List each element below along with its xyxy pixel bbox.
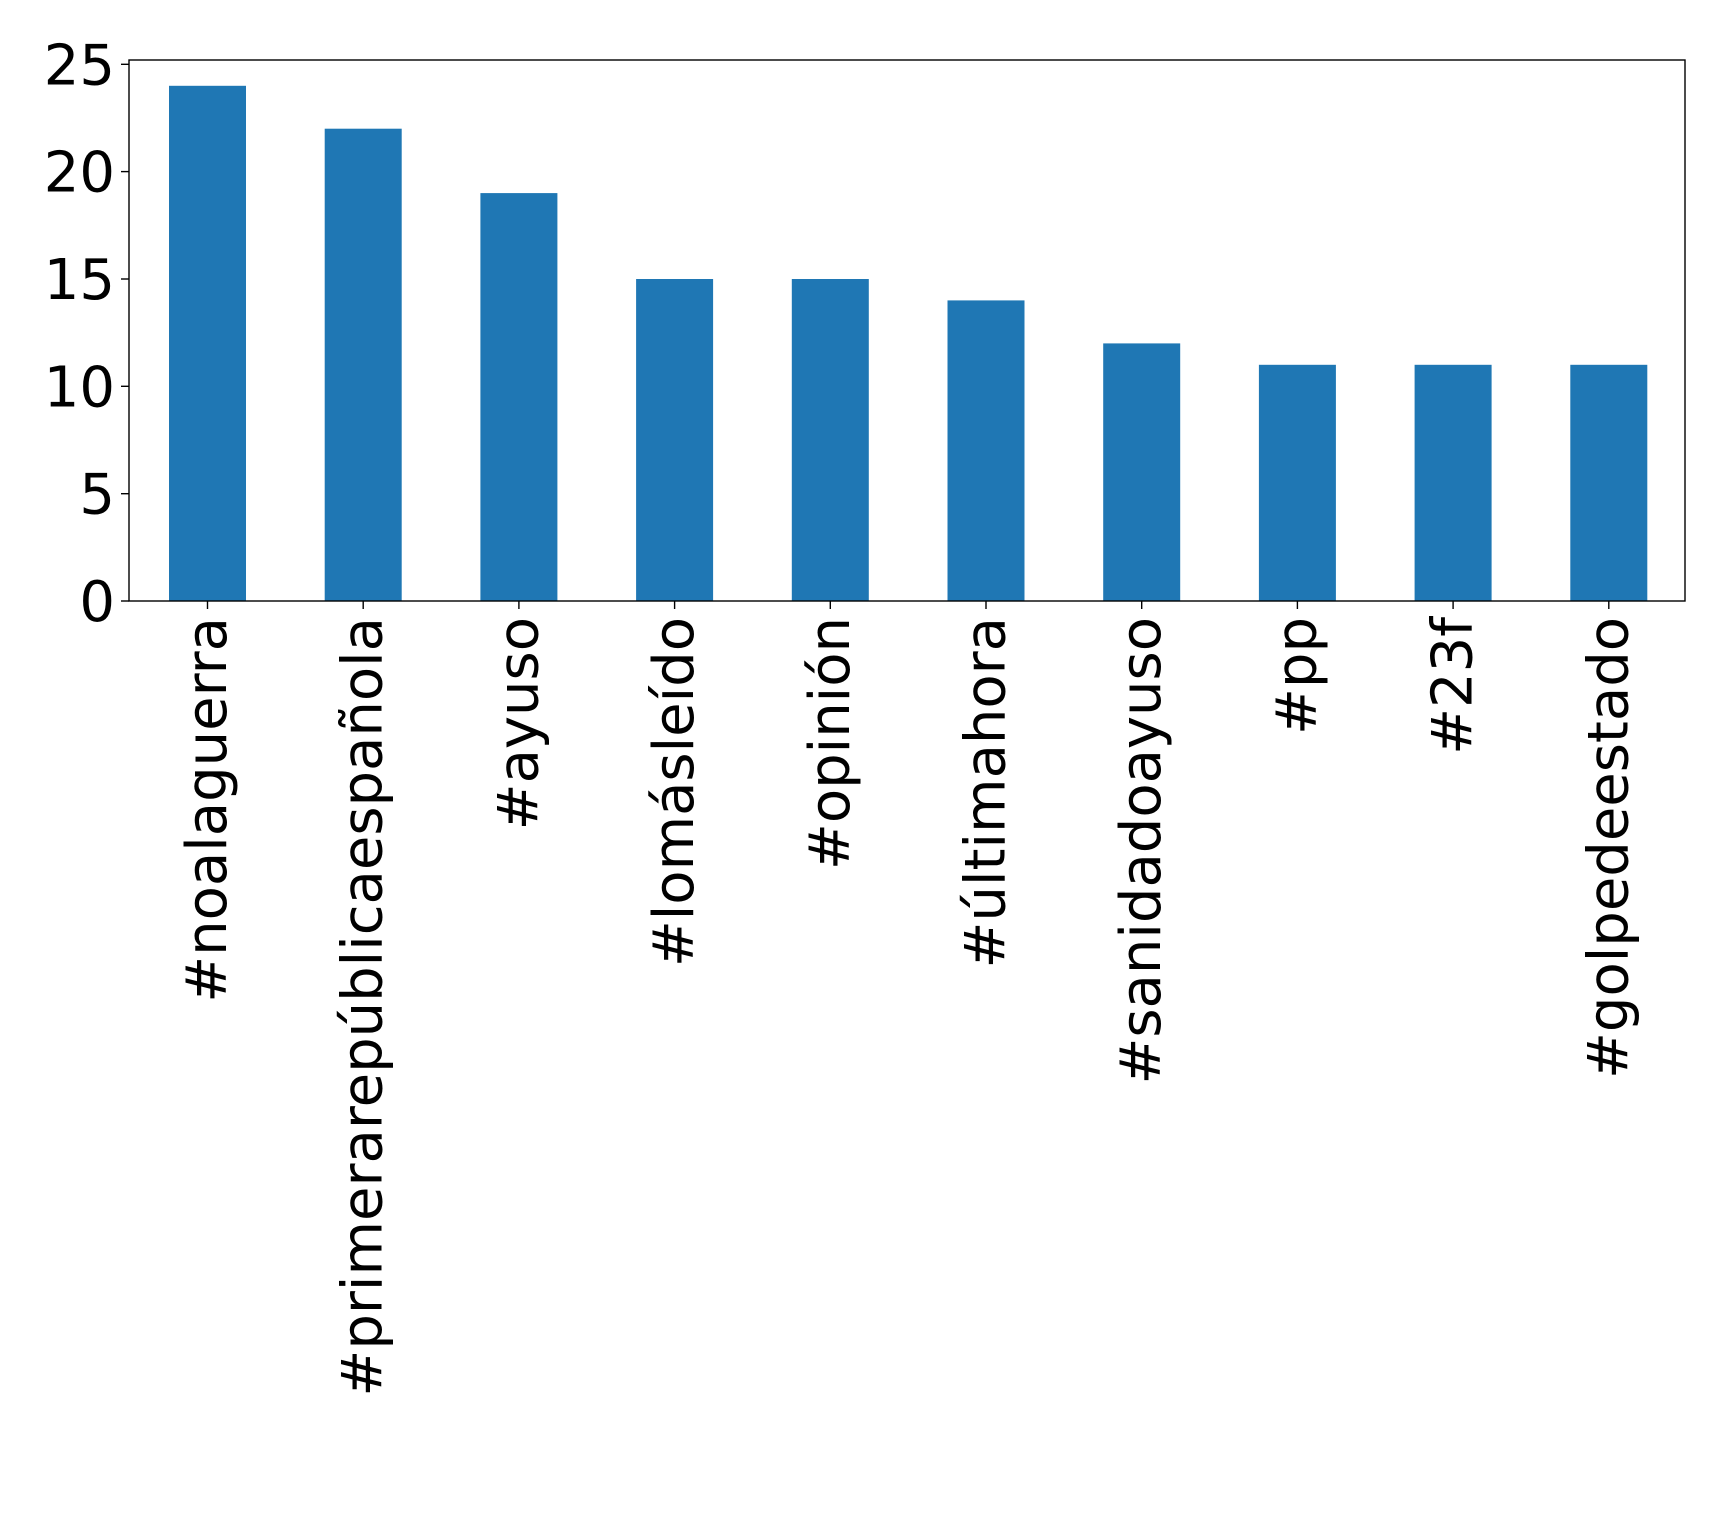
bar-7 bbox=[1258, 364, 1336, 601]
bar-6 bbox=[1103, 343, 1181, 601]
x-tick-label-0: #noalaguerra bbox=[175, 617, 240, 1003]
bar-5 bbox=[947, 300, 1025, 601]
bar-8 bbox=[1414, 364, 1492, 601]
x-tick-label-2: #ayuso bbox=[486, 617, 551, 830]
plot-area-frame bbox=[128, 59, 1686, 602]
x-tick-label-4: #opinión bbox=[798, 617, 863, 870]
bar-9 bbox=[1570, 364, 1648, 601]
x-tick-label-3: #lomásleído bbox=[642, 617, 707, 967]
bar-0 bbox=[169, 85, 246, 602]
y-tick-label-2: 10 bbox=[44, 355, 115, 420]
x-tick-label-5: #últimahora bbox=[954, 617, 1019, 968]
bar-4 bbox=[791, 279, 869, 601]
y-tick-label-0: 0 bbox=[79, 570, 115, 635]
y-tick-label-4: 20 bbox=[44, 141, 115, 206]
y-axis: 0 5 10 15 20 25 bbox=[44, 33, 129, 635]
x-tick-label-1: #primerarepúblicaespañola bbox=[331, 617, 396, 1397]
bar-3 bbox=[636, 279, 714, 601]
x-tick-label-9: #golpedeestado bbox=[1576, 617, 1641, 1079]
x-tick-label-6: #sanidadoayuso bbox=[1109, 617, 1174, 1085]
bar-1 bbox=[324, 128, 402, 601]
y-tick-label-1: 5 bbox=[79, 463, 115, 528]
x-tick-label-8: #23f bbox=[1421, 616, 1486, 755]
x-axis: #noalaguerra #primerarepúblicaespañola #ay… bbox=[175, 601, 1641, 1397]
y-tick-label-3: 15 bbox=[44, 248, 115, 313]
bars-group bbox=[169, 85, 1648, 602]
bar-2 bbox=[480, 193, 558, 601]
x-tick-label-7: #pp bbox=[1265, 617, 1330, 735]
y-tick-label-5: 25 bbox=[44, 33, 115, 98]
